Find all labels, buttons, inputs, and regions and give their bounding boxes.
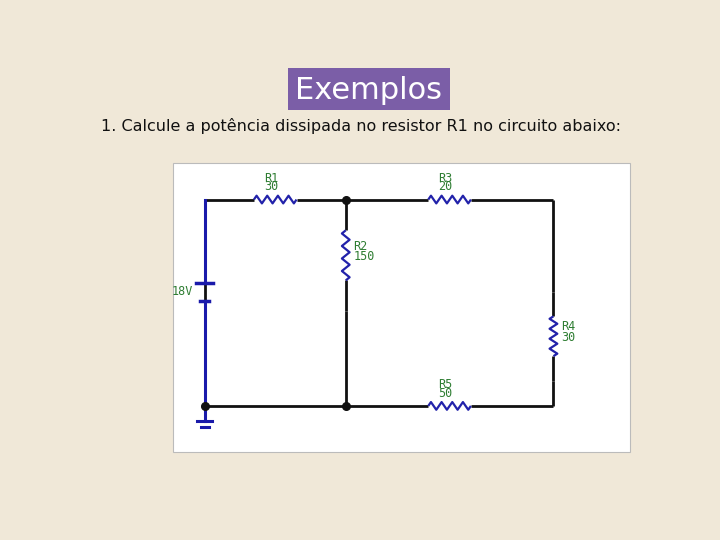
Text: 1. Calcule a potência dissipada no resistor R1 no circuito abaixo:: 1. Calcule a potência dissipada no resis… (101, 118, 621, 134)
Text: Exemplos: Exemplos (295, 76, 443, 105)
Text: 18V: 18V (171, 286, 193, 299)
Text: 30: 30 (561, 331, 575, 345)
Text: R1: R1 (264, 172, 279, 185)
Text: R5: R5 (438, 379, 453, 392)
Text: 50: 50 (438, 387, 453, 400)
Text: R4: R4 (561, 320, 575, 334)
Text: 150: 150 (354, 251, 375, 264)
Text: R2: R2 (354, 240, 368, 253)
Text: 20: 20 (438, 180, 453, 193)
FancyBboxPatch shape (173, 164, 630, 452)
Text: R3: R3 (438, 172, 453, 185)
FancyBboxPatch shape (287, 68, 451, 110)
Text: 30: 30 (264, 180, 279, 193)
